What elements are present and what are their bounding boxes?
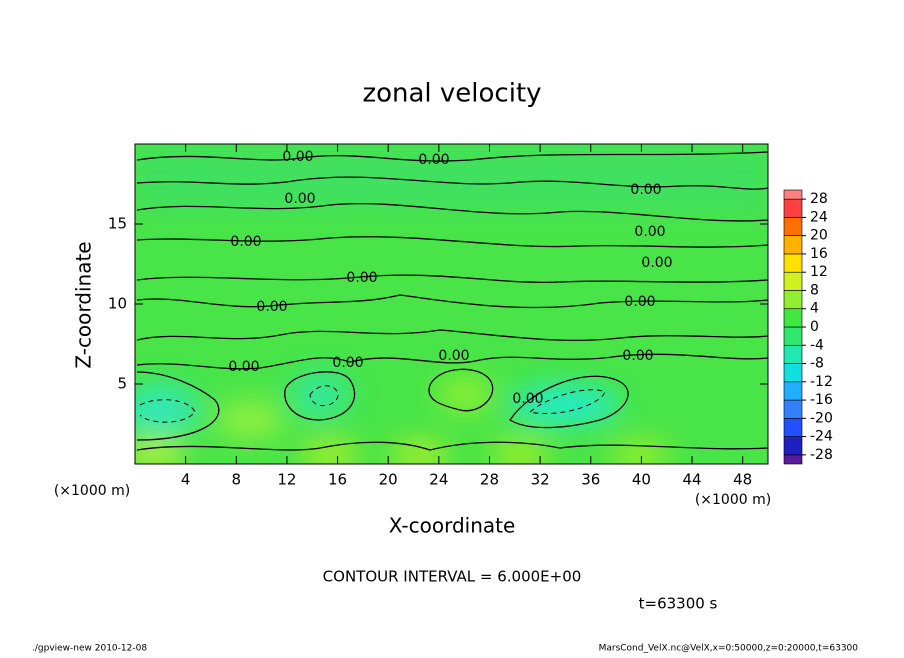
contour-label: 0.00 <box>512 391 543 407</box>
x-tick-label: 40 <box>632 471 651 489</box>
colorbar-box <box>783 235 803 255</box>
colorbar-label: -20 <box>810 410 833 426</box>
contour-label: 0.00 <box>332 355 363 371</box>
y-unit: (×1000 m) <box>54 483 130 499</box>
y-axis-label: Z-coordinate <box>72 241 96 368</box>
colorbar-label: 4 <box>810 301 819 317</box>
contour-label: 0.00 <box>622 348 653 364</box>
x-axis-label: X-coordinate <box>389 514 516 538</box>
contour-label: 0.00 <box>284 191 315 207</box>
field <box>135 144 768 464</box>
colorbar-label: 28 <box>810 191 828 207</box>
colorbar-label: -24 <box>810 429 833 445</box>
colorbar-label: 8 <box>810 282 819 298</box>
time-label: t=63300 s <box>639 595 718 613</box>
x-tick-label: 8 <box>232 471 242 489</box>
x-tick-label: 44 <box>682 471 701 489</box>
colorbar-label: -4 <box>810 337 824 353</box>
colorbar-box <box>783 198 803 218</box>
colorbar-box <box>783 454 803 465</box>
x-tick-label: 4 <box>181 471 191 489</box>
contour-label: 0.00 <box>230 234 261 250</box>
contour-label: 0.00 <box>282 149 313 165</box>
colorbar-box <box>783 253 803 273</box>
colorbar-box <box>783 217 803 236</box>
contour-label: 0.00 <box>641 255 672 271</box>
y-tick-label: 10 <box>108 295 127 313</box>
colorbar-box <box>783 418 803 437</box>
colorbar-label: 24 <box>810 209 828 225</box>
contour-lines <box>136 151 768 451</box>
contour-label: 0.00 <box>228 359 259 375</box>
colorbar-box <box>783 436 803 456</box>
chart-title: zonal velocity <box>362 79 541 109</box>
colorbar-box <box>783 344 803 364</box>
x-tick-label: 32 <box>531 471 550 489</box>
x-tick-label: 24 <box>429 471 448 489</box>
footer-left: ./gpview-new 2010-12-08 <box>32 644 147 654</box>
x-tick-label: 48 <box>733 471 752 489</box>
colorbar-label: 0 <box>810 319 819 335</box>
contour-label: 0.00 <box>346 270 377 286</box>
x-tick-label: 12 <box>277 471 296 489</box>
contour-label: 0.00 <box>634 224 665 240</box>
x-tick-label: 20 <box>379 471 398 489</box>
contour-interval: CONTOUR INTERVAL = 6.000E+00 <box>323 568 582 586</box>
colorbar-box <box>783 326 803 346</box>
colorbar-box <box>783 399 803 419</box>
colorbar-box <box>783 381 803 401</box>
field-blobs <box>135 150 768 464</box>
x-unit: (×1000 m) <box>695 492 771 508</box>
x-tick-label: 28 <box>480 471 499 489</box>
colorbar-box <box>783 189 803 200</box>
colorbar-box <box>783 290 803 310</box>
colorbar-label: -16 <box>810 392 833 408</box>
colorbar-box <box>783 308 803 328</box>
colorbar-box <box>783 271 803 291</box>
y-tick-label: 5 <box>117 375 127 393</box>
colorbar-label: -12 <box>810 374 833 390</box>
contour-label: 0.00 <box>624 294 655 310</box>
contour-label: 0.00 <box>256 299 287 315</box>
colorbar-label: 12 <box>810 264 828 280</box>
footer-right: MarsCond_VelX.nc@VelX,x=0:50000,z=0:2000… <box>599 644 859 654</box>
negative-contours <box>139 385 606 423</box>
contour-label: 0.00 <box>630 182 661 198</box>
colorbar-label: -8 <box>810 356 824 372</box>
contour-label: 0.00 <box>438 348 469 364</box>
y-tick-label: 15 <box>108 215 127 233</box>
contour-label: 0.00 <box>418 152 449 168</box>
colorbar-label: -28 <box>810 447 833 463</box>
colorbar-label: 16 <box>810 246 828 262</box>
x-tick-label: 36 <box>581 471 600 489</box>
colorbar-box <box>783 363 803 383</box>
x-tick-label: 16 <box>328 471 347 489</box>
colorbar-label: 20 <box>810 228 828 244</box>
